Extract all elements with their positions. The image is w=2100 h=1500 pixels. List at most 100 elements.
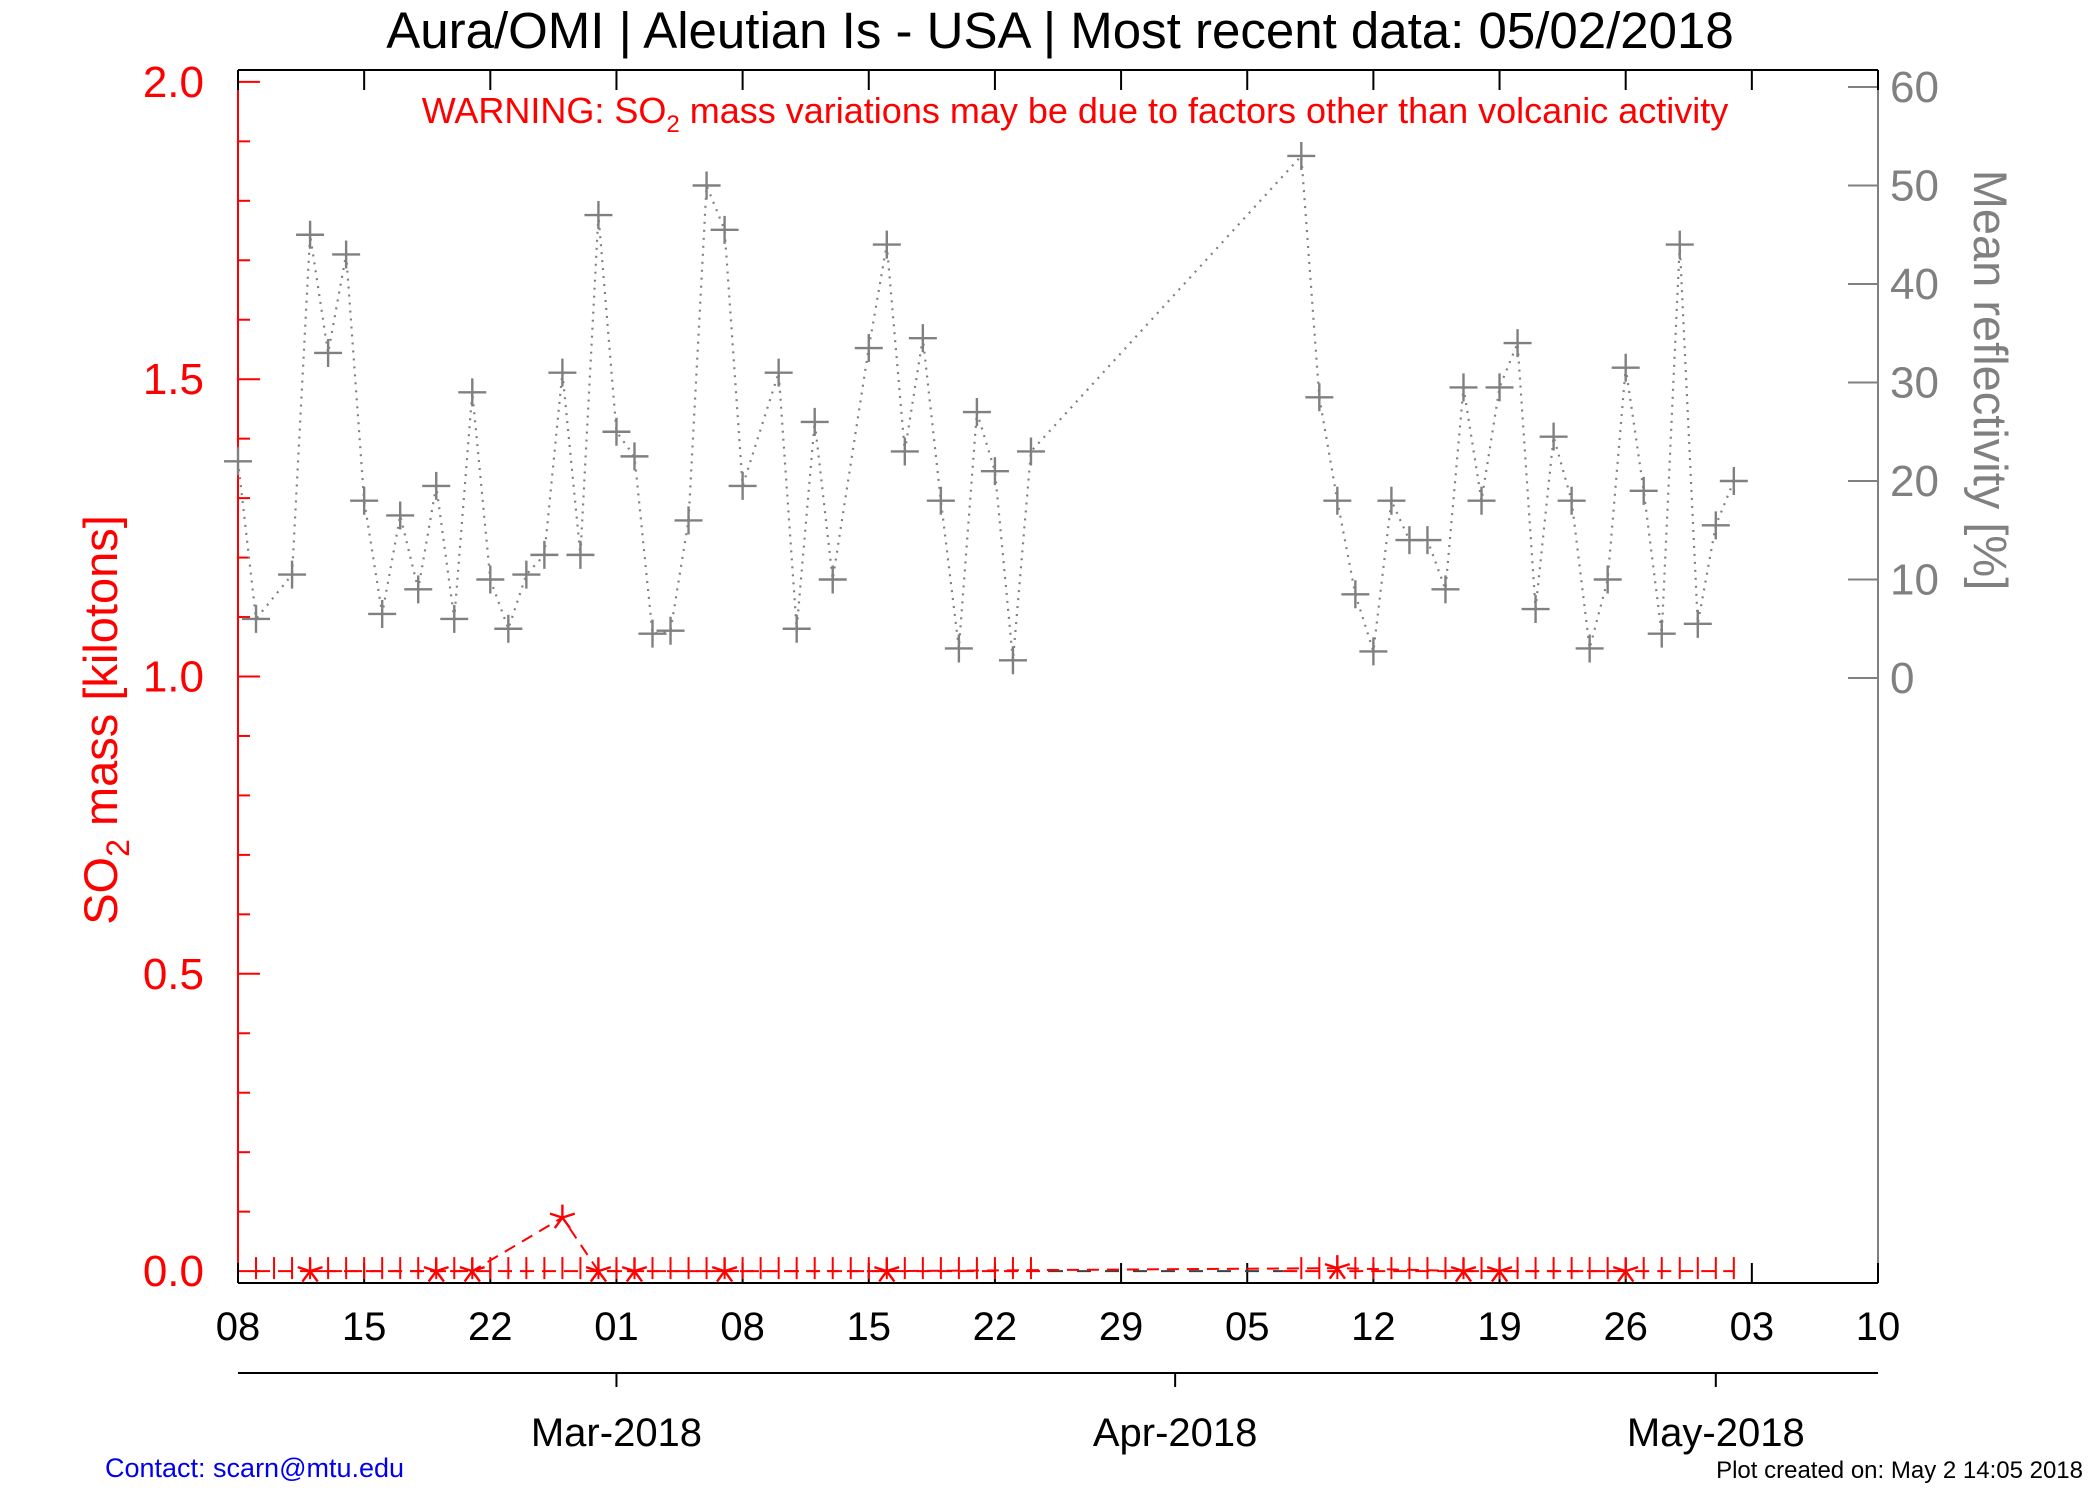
reflectivity-point — [854, 334, 883, 363]
reflectivity-point — [890, 437, 919, 466]
x-tick-label: 03 — [1730, 1305, 1775, 1349]
reflectivity-point — [1413, 526, 1442, 555]
reflectivity-point — [1683, 609, 1712, 638]
reflectivity-point — [1665, 230, 1694, 259]
reflectivity-point — [548, 358, 577, 387]
plot-layer: 0.0 0.5 1.0 1.5 2.0 0 10 20 30 40 50 60 08 15 22 01 08 15… — [143, 58, 1939, 1455]
reflectivity-point — [440, 604, 469, 633]
reflectivity-point — [926, 486, 955, 515]
x-tick-label: 15 — [342, 1305, 387, 1349]
reflectivity-point — [368, 599, 397, 628]
reflectivity-point — [962, 398, 991, 427]
left-tick-label: 2.0 — [143, 58, 204, 107]
reflectivity-point — [584, 201, 613, 230]
left-tick-label: 1.0 — [143, 653, 204, 702]
reflectivity-point — [638, 619, 667, 648]
left-tick-label: 0.5 — [143, 950, 204, 999]
left-tick-label: 0.0 — [143, 1247, 204, 1296]
reflectivity-point — [764, 358, 793, 387]
reflectivity-line — [236, 153, 1735, 661]
reflectivity-point — [1629, 476, 1658, 505]
reflectivity-point — [1503, 329, 1532, 358]
reflectivity-point — [908, 324, 937, 353]
x-tick-label: 26 — [1603, 1305, 1648, 1349]
reflectivity-point — [1539, 422, 1568, 451]
reflectivity-point — [404, 575, 433, 604]
reflectivity-point — [980, 457, 1009, 486]
reflectivity-point — [1431, 575, 1460, 604]
reflectivity-point — [566, 540, 595, 569]
reflectivity-point — [1485, 373, 1514, 402]
reflectivity-point — [1719, 467, 1748, 495]
so2-point — [1486, 1258, 1513, 1283]
x-tick-label: 08 — [720, 1305, 765, 1349]
reflectivity-point — [998, 646, 1027, 675]
x-tick-label: 12 — [1351, 1305, 1396, 1349]
reflectivity-point — [1287, 141, 1316, 170]
reflectivity-point — [800, 407, 829, 436]
reflectivity-point — [710, 215, 739, 244]
right-tick-label: 0 — [1890, 654, 1914, 703]
reflectivity-point — [1521, 595, 1550, 624]
left-tick-label: 1.5 — [143, 355, 204, 404]
right-tick-label: 40 — [1890, 260, 1939, 309]
right-tick-label: 50 — [1890, 162, 1939, 211]
x-tick-label: 19 — [1477, 1305, 1522, 1349]
reflectivity-point — [296, 220, 325, 249]
so2-point — [1612, 1258, 1639, 1283]
reflectivity-point — [818, 565, 847, 594]
contact-text[interactable]: Contact: scarn@mtu.edu — [105, 1453, 404, 1483]
reflectivity-point — [1377, 486, 1406, 515]
reflectivity-point — [944, 634, 973, 663]
reflectivity-point — [278, 560, 307, 589]
warning-text: WARNING: SO2 mass variations may be due … — [422, 90, 1729, 138]
plot-created-text: Plot created on: May 2 14:05 2018 — [1716, 1457, 2083, 1484]
reflectivity-point — [1701, 511, 1730, 540]
reflectivity-point — [1305, 383, 1334, 412]
reflectivity-point — [728, 471, 757, 500]
y-axis-label-left: SO2 mass [kilotons] — [74, 515, 136, 925]
reflectivity-point — [1647, 619, 1676, 648]
reflectivity-point — [386, 501, 415, 530]
so2-point — [459, 1258, 485, 1283]
reflectivity-point — [314, 338, 343, 367]
so2-point — [297, 1258, 323, 1283]
reflectivity-point — [1467, 486, 1496, 515]
reflectivity-point — [1593, 565, 1622, 594]
reflectivity-point — [530, 540, 559, 569]
so2-line — [310, 1216, 1626, 1273]
reflectivity-point — [872, 230, 901, 259]
reflectivity-point — [512, 560, 541, 589]
reflectivity-point — [1323, 486, 1352, 515]
reflectivity-point — [1557, 486, 1586, 515]
y-axis-label-right: Mean reflectivity [%] — [1964, 170, 2017, 591]
x-tick-label: 08 — [216, 1305, 261, 1349]
so2-point — [1324, 1255, 1351, 1280]
reflectivity-point — [1016, 437, 1045, 466]
so2-point — [874, 1258, 900, 1283]
reflectivity-point — [602, 417, 631, 446]
so2-point — [585, 1258, 612, 1283]
x-tick-label: 29 — [1099, 1305, 1144, 1349]
reflectivity-point — [692, 171, 721, 200]
reflectivity-point — [494, 614, 523, 643]
right-tick-label: 60 — [1890, 63, 1939, 112]
reflectivity-point — [476, 565, 505, 594]
so2-point — [1450, 1258, 1477, 1283]
month-label: May-2018 — [1627, 1411, 1805, 1455]
month-label: Apr-2018 — [1093, 1411, 1258, 1455]
reflectivity-point — [1359, 637, 1388, 666]
reflectivity-point — [458, 378, 487, 407]
reflectivity-point — [332, 240, 361, 269]
reflectivity-point — [620, 442, 649, 471]
reflectivity-point — [242, 604, 271, 633]
so2-point — [621, 1258, 648, 1283]
reflectivity-point — [782, 614, 811, 643]
reflectivity-point — [350, 486, 379, 515]
x-tick-label: 22 — [468, 1305, 513, 1349]
x-tick-label: 01 — [594, 1305, 639, 1349]
so2-point — [549, 1204, 576, 1229]
right-tick-label: 30 — [1890, 359, 1939, 408]
x-tick-label: 10 — [1856, 1305, 1901, 1349]
